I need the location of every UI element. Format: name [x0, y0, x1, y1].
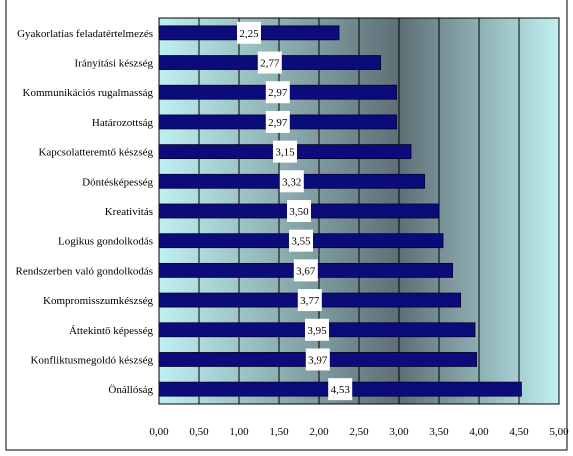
data-label-5: 3,32 [282, 176, 301, 188]
data-label-11: 3,97 [308, 354, 328, 366]
x-tick-label-7: 3,50 [429, 426, 449, 438]
category-label-8: Rendszerben való gondolkodás [16, 265, 153, 277]
data-label-box-3 [265, 110, 290, 133]
category-label-10: Áttekintő képesség [69, 325, 154, 337]
data-label-box-4 [273, 140, 297, 163]
data-label-7: 3,55 [291, 236, 311, 248]
x-tick-label-6: 3,00 [389, 426, 409, 438]
category-label-12: Önállóság [108, 384, 153, 396]
category-label-4: Kapcsolatteremtő készség [38, 147, 153, 159]
x-tick-label-4: 2,00 [309, 426, 329, 438]
category-label-7: Logikus gondolkodás [58, 236, 153, 248]
data-labels: 2,25 2,77 2,97 2,97 3,15 3,32 3,50 3,55 3,67 3,77… [237, 21, 353, 401]
x-tick-label-2: 1,00 [229, 426, 249, 438]
data-label-6: 3,50 [289, 206, 309, 218]
x-tick-label-9: 4,50 [509, 426, 529, 438]
x-tick-label-5: 2,50 [349, 426, 369, 438]
data-label-box-6 [287, 200, 311, 222]
bars [158, 25, 522, 397]
data-label-box-7 [289, 229, 313, 252]
data-label-0: 2,25 [239, 28, 259, 40]
data-label-box-8 [293, 259, 318, 282]
category-labels: Gyakorlatias feladatértelmezés Irányítási… [16, 28, 154, 396]
data-label-8: 3,67 [296, 265, 316, 277]
data-label-3: 2,97 [268, 117, 288, 129]
category-label-0: Gyakorlatias feladatértelmezés [17, 28, 153, 40]
x-tick-label-10: 5,00 [549, 426, 569, 438]
x-tick-label-1: 0,50 [189, 426, 209, 438]
data-label-1: 2,77 [260, 58, 280, 70]
x-tick-label-8: 4,00 [469, 426, 489, 438]
category-label-5: Döntésképesség [82, 176, 153, 188]
data-label-box-12 [328, 378, 353, 401]
data-label-9: 3,77 [300, 295, 320, 307]
category-label-1: Irányítási készség [75, 58, 154, 70]
category-label-3: Határozottság [92, 117, 154, 129]
data-label-box-9 [297, 289, 322, 312]
category-label-6: Kreativitás [105, 206, 153, 218]
data-label-2: 2,97 [268, 87, 288, 99]
data-label-box-10 [305, 318, 329, 341]
data-label-box-1 [257, 51, 282, 74]
x-tick-label-3: 1,50 [269, 426, 289, 438]
data-label-12: 4,53 [331, 384, 351, 396]
x-tick-label-0: 0,00 [149, 426, 169, 438]
data-label-4: 3,15 [275, 147, 295, 159]
data-label-box-0 [237, 21, 261, 44]
category-label-9: Kompromisszumkészség [43, 295, 153, 307]
category-label-2: Kommunikációs rugalmasság [23, 87, 154, 99]
data-label-10: 3,95 [307, 325, 327, 337]
data-label-box-5 [279, 170, 304, 193]
data-label-box-11 [305, 348, 330, 371]
category-label-11: Konfliktusmegoldó készség [30, 354, 153, 366]
x-tick-labels: 0,00 0,50 1,00 1,50 2,00 2,50 3,00 3,50 4,00 4,50… [149, 426, 569, 438]
data-label-box-2 [265, 81, 290, 104]
